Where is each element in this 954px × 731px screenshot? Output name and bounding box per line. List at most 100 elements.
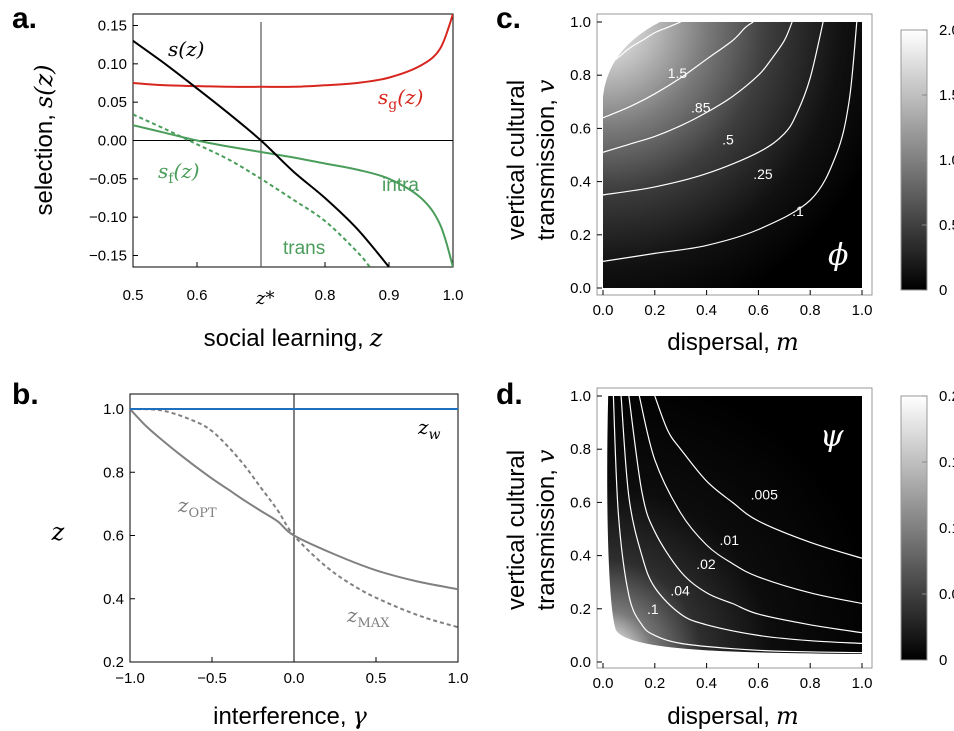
panel-c-contour-label: .1 (792, 203, 804, 219)
panel-c-contour-labels: 1.5 .85 .5 .25 .1 (668, 65, 804, 219)
panel-c-x-tick-label: 0.0 (593, 302, 614, 319)
panel-b-label-zw: zw (417, 415, 441, 443)
panel-a-zstar-label: z* (255, 288, 274, 309)
panel-d-ylabel-line1: vertical cultural (503, 450, 530, 610)
panel-d-cb-tick-label: 0.10 (939, 520, 954, 537)
panel-c-x-tick-label: 0.4 (696, 302, 717, 319)
panel-c-y-tick-label: 0.4 (570, 174, 591, 191)
panel-d-y-tick-label: 0.6 (570, 494, 591, 511)
panel-d-y-tick-label: 1.0 (570, 388, 591, 405)
panel-a-yticks: 0.15 0.10 0.05 0.00 −0.05 −0.10 −0.15 (89, 18, 138, 265)
panel-b-ylabel: z (51, 518, 65, 546)
panel-a-x-tick-label: 0.5 (123, 287, 144, 304)
panel-d-letter: d. (496, 378, 523, 411)
panel-a-y-tick-label: 0.00 (98, 133, 127, 150)
panel-c-cb-tick-label: 2.0 (939, 22, 954, 39)
panel-d-contour-label: .005 (751, 487, 778, 503)
panel-c-xlabel: dispersal, m (667, 328, 798, 356)
panel-d-y-tick-label: 0.8 (570, 441, 591, 458)
panel-d-colorbar-ticks: 0.20 0.15 0.10 0.05 0 (922, 388, 954, 669)
panel-d-contour-.01 (638, 396, 862, 605)
panel-a-y-tick-label: −0.10 (89, 209, 127, 226)
panel-b-y-tick-label: 0.8 (103, 464, 124, 481)
panel-b-xticks: −1.0 −0.5 0.0 0.5 1.0 (115, 657, 468, 687)
panel-d-x-tick-label: 0.2 (644, 675, 665, 692)
panel-a-label-sz: s(z) (168, 37, 204, 61)
panel-c-contour-label: .85 (691, 99, 711, 115)
panel-d-yticks: 1.0 0.8 0.6 0.4 0.2 0.0 (570, 388, 602, 671)
panel-c-contour-label: .5 (722, 131, 734, 147)
panel-c-contour-label: .25 (753, 166, 773, 182)
panel-c-y-tick-label: 0.8 (570, 67, 591, 84)
panel-a-series-s (133, 39, 390, 267)
panel-c-contour-label: 1.5 (668, 65, 688, 81)
panel-c-heatmap (603, 22, 862, 288)
panel-d-contour-label: .01 (720, 532, 740, 548)
panel-a-y-tick-label: 0.05 (98, 94, 127, 111)
panel-a-xticks: 0.50.60.70.80.91.0 (123, 262, 463, 304)
panel-d-frame (596, 387, 873, 669)
panel-b: b. 1.00.80.60.40.2 −1.0 −0.5 0.0 0.5 1.0 zw … (12, 378, 468, 730)
panel-c-y-tick-label: 0.2 (570, 227, 591, 244)
panel-c-y-tick-label: 0.6 (570, 120, 591, 137)
panel-b-y-tick-label: 0.4 (103, 591, 124, 608)
panel-c-contour-.1 (603, 22, 858, 262)
panel-c-ylabel-line1: vertical cultural (503, 80, 530, 240)
panel-b-y-tick-label: 0.6 (103, 528, 124, 545)
panel-d: d. .005 .01.02 .04 .1 1.0 0.8 0.6 0.4 0.2 0.0 0.… (496, 378, 954, 730)
panel-a-xlabel: social learning, z (204, 324, 383, 352)
panel-d-symbol-psi: ψ (820, 419, 844, 454)
panel-b-series-zopt (130, 408, 458, 591)
panel-c-cb-tick-label: 0 (939, 282, 947, 299)
panel-c-cb-tick-label: 1.0 (939, 152, 954, 169)
panel-a-label-sf: sf(z) (158, 159, 200, 187)
panel-c-contour-.85 (603, 22, 754, 119)
panel-d-contour-.04 (620, 396, 862, 644)
panel-d-x-tick-label: 0.8 (800, 675, 821, 692)
panel-a: a. 0.15 0.10 0.05 0.00 −0.05 −0.10 −0.15 0.5 0.… (12, 2, 463, 352)
panel-d-xticks: 0.0 0.2 0.4 0.6 0.8 1.0 (593, 663, 873, 692)
panel-a-label-trans: trans (283, 238, 325, 259)
panel-d-xlabel: dispersal, m (667, 702, 798, 730)
panel-a-label-intra: intra (382, 175, 419, 196)
panel-c-cb-tick-label: 1.5 (939, 87, 954, 104)
panel-c-x-tick-label: 0.6 (748, 302, 769, 319)
panel-d-x-tick-label: 0.4 (696, 675, 717, 692)
panel-a-x-tick-label: 0.9 (379, 287, 400, 304)
panel-c-y-tick-label: 0.0 (570, 280, 591, 297)
panel-a-x-tick-label: 0.8 (315, 287, 336, 304)
panel-d-x-tick-label: 0.6 (748, 675, 769, 692)
panel-d-x-tick-label: 1.0 (852, 675, 873, 692)
panel-d-contour-.005 (654, 396, 862, 559)
panel-d-cb-tick-label: 0.05 (939, 586, 954, 603)
panel-c-yticks: 1.0 0.8 0.6 0.4 0.2 0.0 (570, 14, 602, 297)
panel-c-letter: c. (496, 2, 521, 35)
panel-b-x-tick-label: 0.0 (284, 670, 305, 687)
panel-a-y-tick-label: 0.10 (98, 56, 127, 73)
panel-c-contour-.5 (603, 22, 793, 153)
panel-c-colorbar-ticks: 2.0 1.5 1.0 0.5 0 (922, 22, 954, 299)
panel-d-contour-label: .04 (670, 583, 690, 599)
panel-d-cb-tick-label: 0.20 (939, 388, 954, 405)
panel-d-contour-.02 (628, 396, 862, 634)
panel-b-y-tick-label: 1.0 (103, 401, 124, 418)
panel-b-xlabel: interference, γ (213, 702, 367, 730)
panel-a-label-sg: sg(z) (378, 85, 423, 113)
panel-c-x-tick-label: 0.8 (800, 302, 821, 319)
panel-a-ylabel: selection,s(z) (30, 64, 58, 215)
panel-c-contours (603, 22, 858, 262)
panel-d-y-tick-label: 0.2 (570, 601, 591, 618)
panel-c-y-tick-label: 1.0 (570, 14, 591, 31)
panel-d-ylabel-line2: transmission,v (532, 449, 560, 610)
panel-a-y-tick-label: −0.05 (89, 171, 127, 188)
panel-b-x-tick-label: 0.5 (366, 670, 387, 687)
panel-d-contour-label: .02 (696, 556, 716, 572)
panel-b-label-zopt: zOPT (177, 493, 217, 521)
panel-d-heatmap (607, 396, 862, 655)
panel-d-contour-.1 (612, 396, 862, 654)
panel-b-label-zmax: zMAX (346, 603, 390, 631)
panel-c-frame (596, 13, 873, 296)
panel-a-series-intra (133, 124, 453, 267)
panel-b-x-tick-label: −1.0 (115, 670, 145, 687)
